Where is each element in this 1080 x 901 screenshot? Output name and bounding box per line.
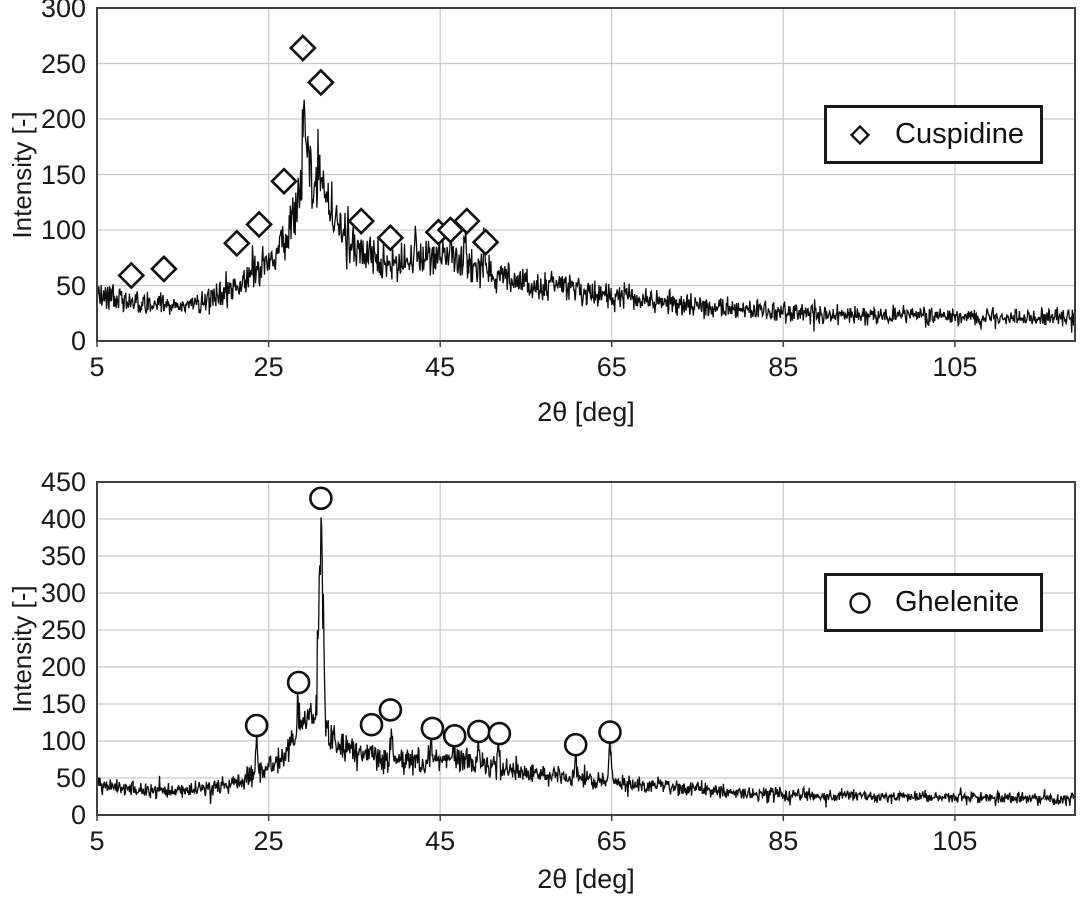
x-tick-label: 105 bbox=[932, 826, 978, 856]
y-tick-label: 50 bbox=[55, 270, 86, 301]
y-tick-label: 450 bbox=[40, 467, 86, 497]
legend-cuspidine: Cuspidine bbox=[824, 105, 1043, 164]
circle-marker bbox=[442, 723, 467, 748]
xrd-intensity-trace bbox=[96, 99, 1076, 333]
circle-marker bbox=[359, 712, 384, 737]
x-tick-label: 105 bbox=[932, 352, 978, 382]
x-tick-label: 85 bbox=[768, 826, 799, 856]
x-tick-label: 65 bbox=[596, 352, 627, 382]
circle-marker bbox=[420, 716, 445, 741]
diamond-marker bbox=[289, 34, 317, 62]
x-tick-label: 5 bbox=[89, 352, 105, 382]
diamond-marker bbox=[117, 261, 146, 290]
y-tick-label: 0 bbox=[70, 326, 86, 356]
y-tick-label: 400 bbox=[40, 504, 86, 534]
y-tick-label: 200 bbox=[40, 652, 86, 682]
diamond-marker bbox=[150, 255, 178, 283]
y-tick-label: 350 bbox=[40, 541, 86, 571]
y-tick-label: 50 bbox=[55, 763, 86, 793]
plot-frame bbox=[96, 481, 1076, 816]
x-axis-title: 2θ [deg] bbox=[537, 397, 635, 427]
y-tick-label: 300 bbox=[40, 578, 86, 608]
plot-frame bbox=[96, 7, 1076, 342]
circle-marker bbox=[286, 670, 311, 695]
circle-marker bbox=[598, 720, 622, 744]
y-tick-label: 0 bbox=[70, 800, 86, 830]
y-tick-label: 100 bbox=[40, 726, 86, 756]
y-tick-label: 150 bbox=[40, 689, 86, 719]
x-tick-label: 45 bbox=[425, 352, 456, 382]
diamond-marker-icon bbox=[849, 124, 871, 145]
diamond-marker bbox=[245, 210, 273, 239]
x-tick-label: 45 bbox=[425, 826, 456, 856]
circle-marker-icon bbox=[849, 591, 871, 614]
diamond-marker bbox=[222, 229, 251, 258]
x-tick-label: 85 bbox=[768, 352, 799, 382]
y-tick-label: 300 bbox=[40, 0, 86, 23]
xrd-intensity-trace bbox=[96, 517, 1076, 808]
ghelenite-plot-area bbox=[96, 481, 1076, 821]
y-tick-label: 250 bbox=[40, 615, 86, 645]
circle-marker bbox=[466, 719, 491, 744]
diamond-marker bbox=[347, 207, 376, 235]
circle-marker bbox=[487, 721, 512, 746]
diamond-marker bbox=[307, 68, 335, 97]
x-tick-label: 5 bbox=[89, 826, 105, 856]
diamond-marker bbox=[471, 228, 500, 257]
legend-label: Cuspidine bbox=[895, 118, 1024, 150]
x-tick-label: 65 bbox=[596, 826, 627, 856]
legend-label: Ghelenite bbox=[895, 586, 1020, 618]
circle-marker bbox=[563, 732, 588, 757]
x-axis-title: 2θ [deg] bbox=[537, 864, 635, 894]
circle-marker bbox=[244, 713, 269, 738]
x-tick-label: 25 bbox=[253, 826, 284, 856]
y-tick-label: 200 bbox=[40, 104, 86, 134]
diamond-marker bbox=[376, 223, 405, 252]
y-tick-label: 100 bbox=[40, 215, 86, 245]
diamond-marker bbox=[270, 167, 298, 196]
y-tick-label: 250 bbox=[40, 48, 86, 79]
legend-ghelenite: Ghelenite bbox=[824, 573, 1043, 632]
x-tick-label: 25 bbox=[253, 352, 284, 382]
cuspidine-plot-area bbox=[96, 7, 1076, 347]
circle-marker bbox=[309, 486, 333, 511]
y-tick-label: 150 bbox=[40, 159, 86, 190]
circle-marker bbox=[378, 698, 403, 722]
diamond-marker bbox=[452, 207, 481, 235]
